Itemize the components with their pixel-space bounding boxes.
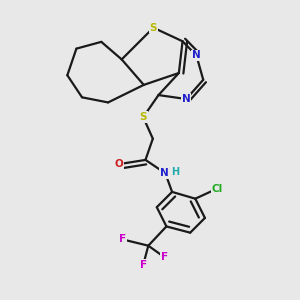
Text: O: O [115, 159, 123, 169]
Text: N: N [192, 50, 201, 60]
Text: S: S [140, 112, 147, 122]
Text: N: N [160, 168, 169, 178]
Text: F: F [160, 252, 168, 262]
Text: N: N [182, 94, 190, 104]
Text: S: S [150, 23, 157, 33]
Text: Cl: Cl [212, 184, 223, 194]
Text: F: F [119, 235, 126, 244]
Text: F: F [140, 260, 147, 270]
Text: H: H [171, 167, 179, 177]
